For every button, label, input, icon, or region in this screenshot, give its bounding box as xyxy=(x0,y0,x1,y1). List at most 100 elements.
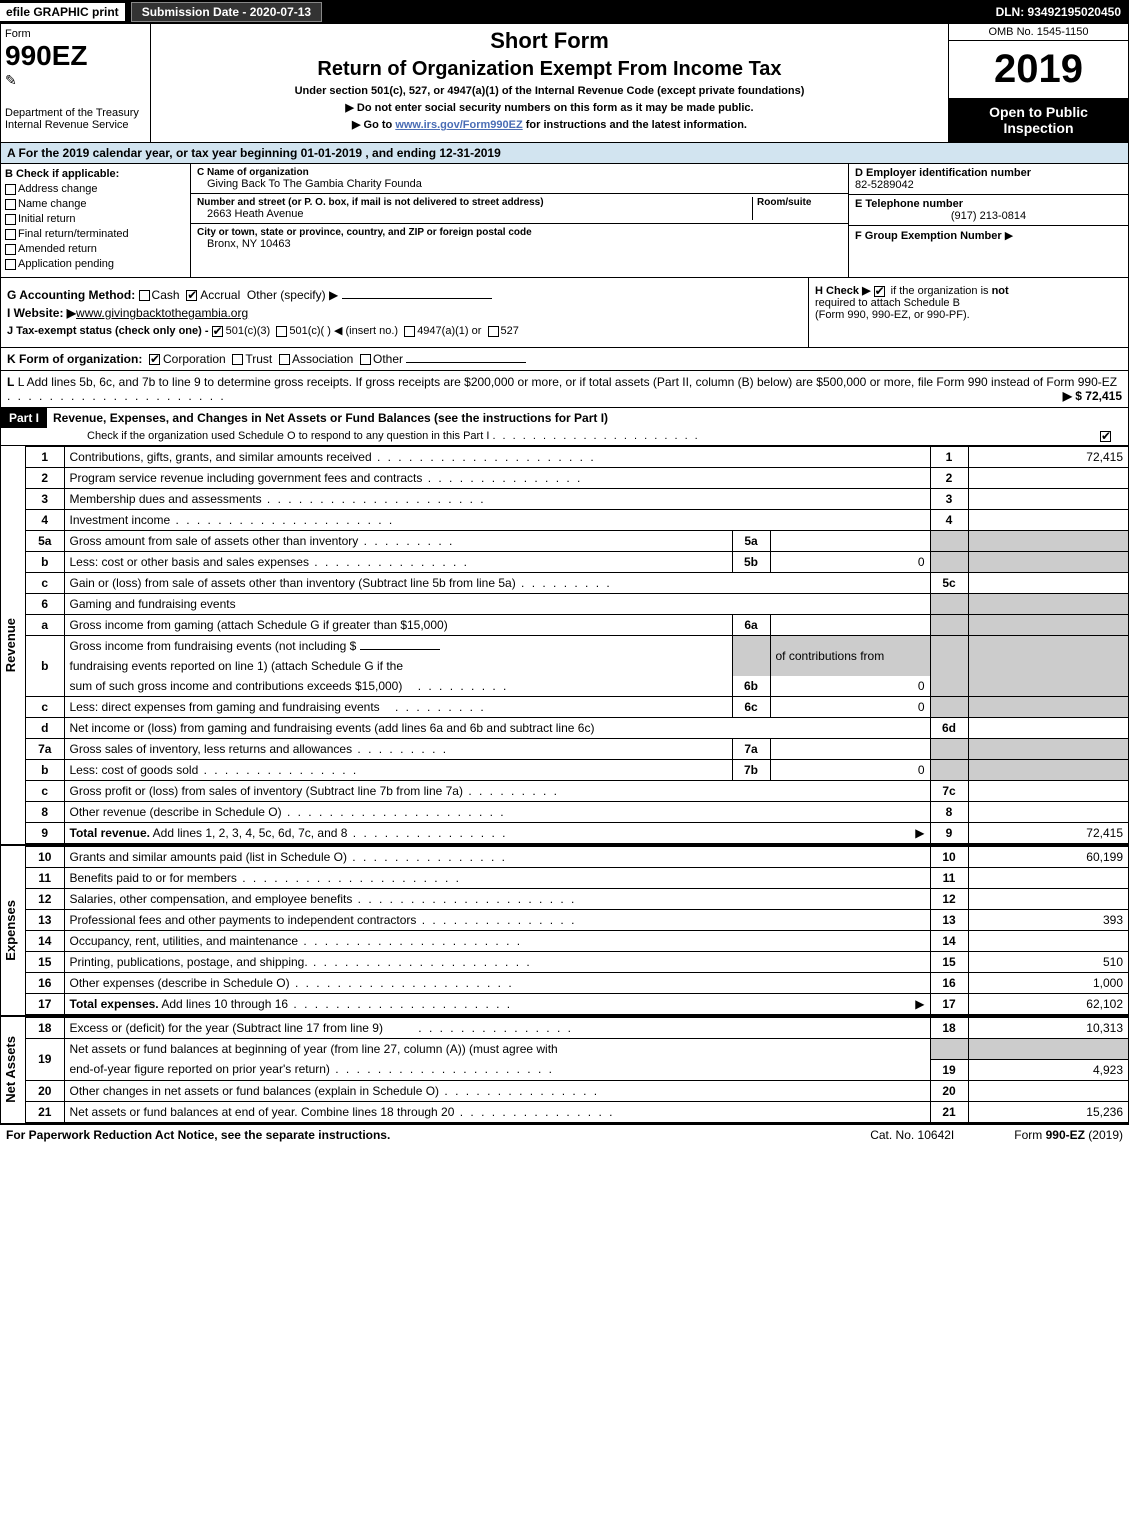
rownum: 6 xyxy=(26,594,64,615)
k-assoc-label: Association xyxy=(292,352,353,366)
omb-number: OMB No. 1545-1150 xyxy=(949,24,1128,41)
k-corp-check[interactable] xyxy=(149,354,160,365)
linebox: 18 xyxy=(930,1018,968,1039)
j-4947-check[interactable] xyxy=(404,326,415,337)
box-b-title: B Check if applicable: xyxy=(5,168,186,180)
g-other-input[interactable] xyxy=(342,298,492,299)
shaded-cell xyxy=(930,760,968,781)
g-accrual-check[interactable] xyxy=(186,290,197,301)
line-14: 14 Occupancy, rent, utilities, and maint… xyxy=(26,931,1128,952)
efile-label[interactable]: efile GRAPHIC print xyxy=(0,3,125,21)
form-word: Form xyxy=(5,28,146,40)
shaded-cell xyxy=(930,1039,968,1060)
netassets-label-text: Net Assets xyxy=(1,1032,25,1107)
amount: 72,415 xyxy=(968,447,1128,468)
row-l: L L Add lines 5b, 6c, and 7b to line 9 t… xyxy=(0,371,1129,408)
check-label: Address change xyxy=(18,183,98,195)
check-label: Initial return xyxy=(18,213,75,225)
check-initial-return[interactable]: Initial return xyxy=(5,213,186,225)
open-public-badge: Open to Public Inspection xyxy=(949,98,1128,142)
part1-check-text: Check if the organization used Schedule … xyxy=(87,430,489,442)
j-527-check[interactable] xyxy=(488,326,499,337)
rownum: 9 xyxy=(26,823,64,844)
linebox: 9 xyxy=(930,823,968,844)
ein-value: 82-5289042 xyxy=(855,179,1122,191)
amount: 15,236 xyxy=(968,1101,1128,1122)
subval: 0 xyxy=(770,552,930,573)
desc: Contributions, gifts, grants, and simila… xyxy=(70,450,372,464)
part1-label: Part I xyxy=(1,408,47,428)
rownum: 8 xyxy=(26,802,64,823)
goto-post: for instructions and the latest informat… xyxy=(523,119,747,131)
j-501c3-check[interactable] xyxy=(212,326,223,337)
shaded-cell xyxy=(930,636,968,697)
shaded-cell xyxy=(968,697,1128,718)
rownum: 3 xyxy=(26,489,64,510)
check-application-pending[interactable]: Application pending xyxy=(5,258,186,270)
rownum: 21 xyxy=(26,1101,64,1122)
f-arrow: ▶ xyxy=(1005,230,1013,242)
desc: Less: direct expenses from gaming and fu… xyxy=(70,700,380,714)
linebox: 14 xyxy=(930,931,968,952)
website-value[interactable]: www.givingbacktothegambia.org xyxy=(76,306,248,320)
desc: Gross amount from sale of assets other t… xyxy=(70,534,359,548)
expenses-section: Expenses 10 Grants and similar amounts p… xyxy=(0,844,1129,1015)
line-20: 20 Other changes in net assets or fund b… xyxy=(26,1080,1128,1101)
l-text: L Add lines 5b, 6c, and 7b to line 9 to … xyxy=(18,375,1117,389)
city-value: Bronx, NY 10463 xyxy=(197,238,842,250)
linebox: 10 xyxy=(930,847,968,868)
form-header: Form 990EZ ✎ Department of the Treasury … xyxy=(0,24,1129,143)
f-label: F Group Exemption Number xyxy=(855,230,1002,242)
subval xyxy=(770,531,930,552)
footer-cat: Cat. No. 10642I xyxy=(870,1128,954,1142)
dln-label: DLN: 93492195020450 xyxy=(996,5,1129,19)
desc: sum of such gross income and contributio… xyxy=(70,679,403,693)
header-right: OMB No. 1545-1150 2019 Open to Public In… xyxy=(948,24,1128,142)
h-check[interactable] xyxy=(874,286,885,297)
desc: Other expenses (describe in Schedule O) xyxy=(70,976,290,990)
city-label: City or town, state or province, country… xyxy=(197,227,842,238)
line-1: 1 Contributions, gifts, grants, and simi… xyxy=(26,447,1128,468)
desc: Professional fees and other payments to … xyxy=(70,913,417,927)
line-18: 18 Excess or (deficit) for the year (Sub… xyxy=(26,1018,1128,1039)
desc: Other changes in net assets or fund bala… xyxy=(70,1084,440,1098)
room-label: Room/suite xyxy=(757,197,842,208)
amount xyxy=(968,802,1128,823)
check-amended-return[interactable]: Amended return xyxy=(5,243,186,255)
desc: Net assets or fund balances at beginning… xyxy=(70,1042,558,1056)
k-trust-check[interactable] xyxy=(232,354,243,365)
goto-pre: Go to xyxy=(364,119,396,131)
rownum: 13 xyxy=(26,910,64,931)
linebox: 17 xyxy=(930,994,968,1015)
linebox: 20 xyxy=(930,1080,968,1101)
shaded-cell xyxy=(968,739,1128,760)
contrib-input[interactable] xyxy=(360,649,440,650)
netassets-table: 18 Excess or (deficit) for the year (Sub… xyxy=(26,1017,1128,1123)
rownum: 18 xyxy=(26,1018,64,1039)
shaded-cell xyxy=(968,615,1128,636)
line-12: 12 Salaries, other compensation, and emp… xyxy=(26,889,1128,910)
irs-link[interactable]: www.irs.gov/Form990EZ xyxy=(395,119,522,131)
rownum: a xyxy=(26,615,64,636)
linebox: 21 xyxy=(930,1101,968,1122)
j-501c-check[interactable] xyxy=(276,326,287,337)
check-name-change[interactable]: Name change xyxy=(5,198,186,210)
check-label: Amended return xyxy=(18,243,97,255)
check-label: Application pending xyxy=(18,258,114,270)
line-21: 21 Net assets or fund balances at end of… xyxy=(26,1101,1128,1122)
check-address-change[interactable]: Address change xyxy=(5,183,186,195)
k-assoc-check[interactable] xyxy=(279,354,290,365)
desc: Excess or (deficit) for the year (Subtra… xyxy=(70,1021,383,1035)
rownum: 4 xyxy=(26,510,64,531)
g-cash-check[interactable] xyxy=(139,290,150,301)
k-other-input[interactable] xyxy=(406,362,526,363)
k-other-check[interactable] xyxy=(360,354,371,365)
check-label: Final return/terminated xyxy=(18,228,129,240)
d-label: D Employer identification number xyxy=(855,167,1122,179)
rownum: 10 xyxy=(26,847,64,868)
check-final-return[interactable]: Final return/terminated xyxy=(5,228,186,240)
part1-schedule-o-check[interactable] xyxy=(1100,431,1111,442)
footer: For Paperwork Reduction Act Notice, see … xyxy=(0,1124,1129,1145)
j-501c-label: 501(c)( ) ◀ (insert no.) xyxy=(289,325,398,337)
line-7c: c Gross profit or (loss) from sales of i… xyxy=(26,781,1128,802)
